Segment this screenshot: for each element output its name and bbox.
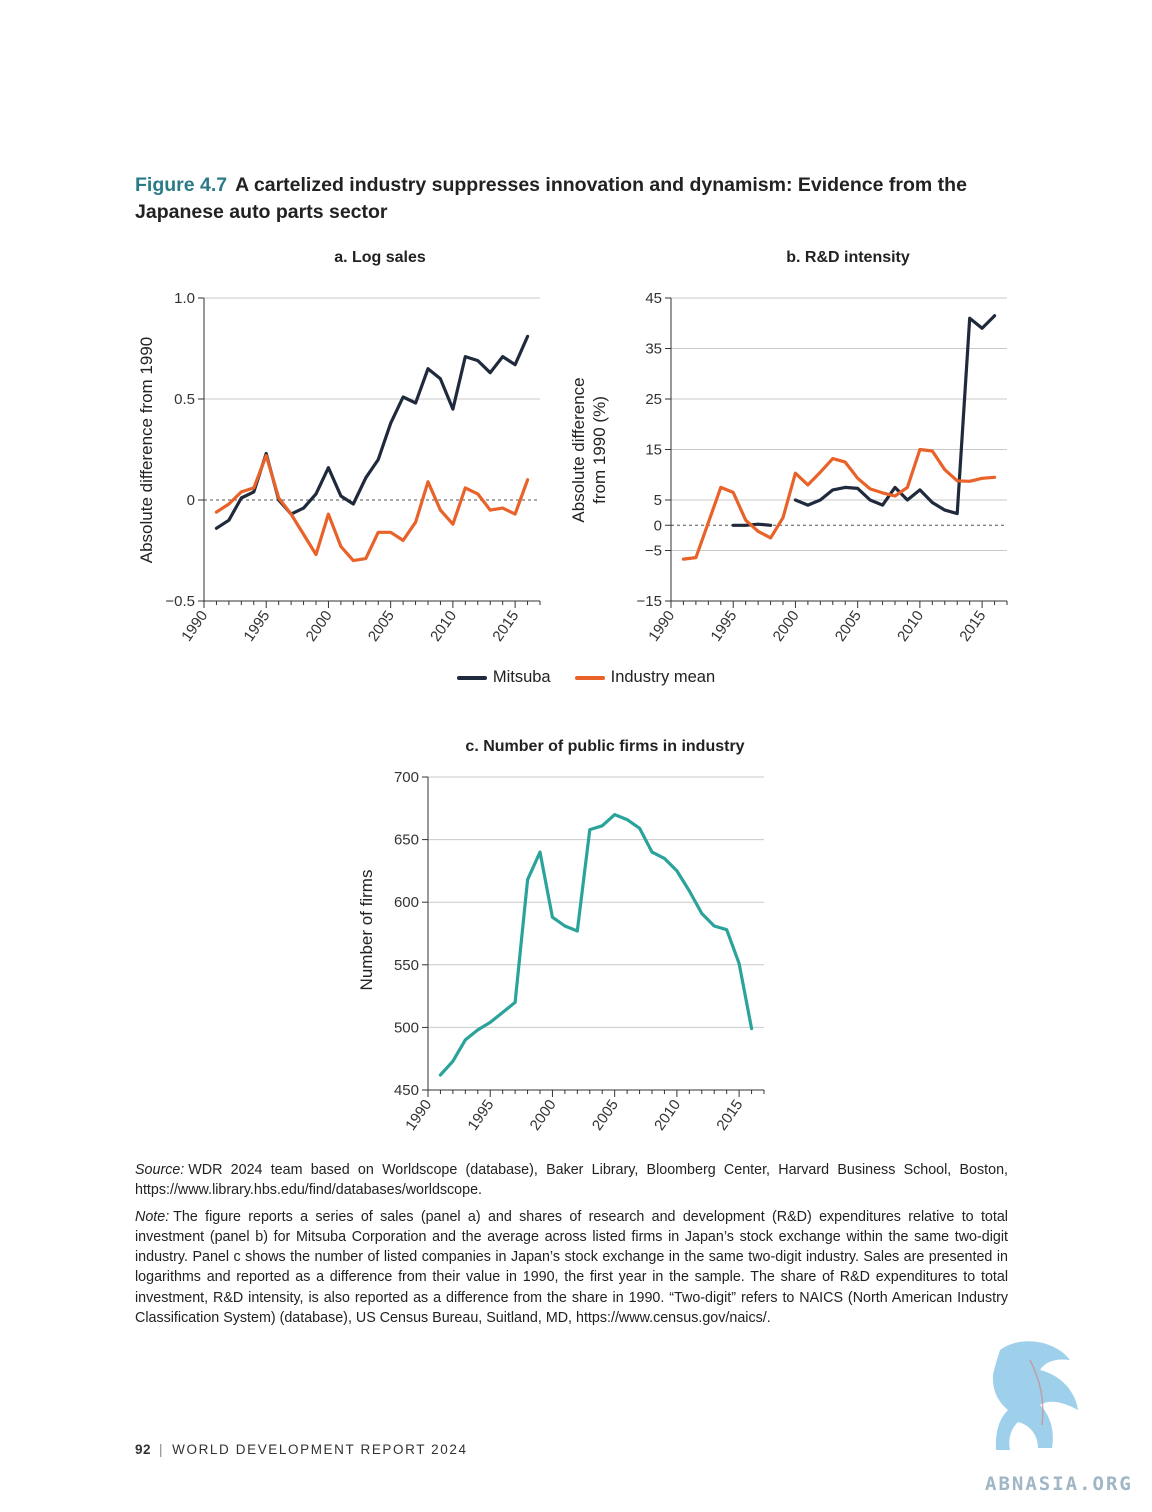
y-tick-label: 0 [654, 517, 662, 534]
y-tick-label: 15 [645, 442, 662, 459]
x-tick-label: 2015 [489, 608, 522, 645]
legend-item-industry-mean: Industry mean [574, 668, 716, 687]
y-axis-label: Absolute difference from 1990 [137, 337, 156, 564]
legend-swatch-mitsuba [456, 675, 487, 680]
y-tick-label: 25 [645, 391, 662, 408]
page-footer: 92 | WORLD DEVELOPMENT REPORT 2024 [135, 1442, 468, 1457]
figure-title-text: A cartelized industry suppresses innovat… [135, 174, 967, 223]
y-axis-label: Absolute difference from 1990 (%) [569, 377, 609, 522]
x-tick-label: 1995 [707, 608, 740, 645]
legend-item-mitsuba: Mitsuba [456, 668, 551, 687]
x-tick-label: 1990 [402, 1097, 435, 1134]
series-line-industry-mean [681, 447, 997, 561]
publication-name: WORLD DEVELOPMENT REPORT 2024 [172, 1442, 468, 1457]
series-line-mitsuba [793, 314, 997, 516]
series-line-series [438, 813, 754, 1077]
x-tick-label: 2000 [770, 608, 803, 645]
y-axis-label-line: from 1990 (%) [590, 396, 609, 504]
y-tick-label: −15 [637, 593, 662, 610]
chart-title: c. Number of public firms in industry [465, 738, 744, 755]
x-tick-label: 1990 [645, 608, 678, 645]
x-tick-label: 2005 [365, 608, 398, 645]
y-tick-label: −0.5 [165, 593, 195, 610]
y-tick-label: 500 [394, 1019, 419, 1036]
chart-title: a. Log sales [334, 249, 426, 266]
note-text: The figure reports a series of sales (pa… [135, 1208, 1008, 1327]
legend-swatch-industry-mean [574, 675, 605, 680]
y-tick-label: 550 [394, 957, 419, 974]
source-text: WDR 2024 team based on Worldscope (datab… [135, 1162, 1008, 1199]
y-tick-label: 650 [394, 832, 419, 849]
y-tick-label: 600 [394, 894, 419, 911]
figure-title: Figure 4.7 A cartelized industry suppress… [135, 172, 1015, 226]
y-tick-label: 45 [645, 290, 662, 307]
chart-legend: Mitsuba Industry mean [10, 668, 1152, 687]
x-tick-label: 1995 [464, 1097, 497, 1134]
chart-panel-public-firms: c. Number of public firms in industry 700… [357, 738, 765, 1134]
figure-notes: Source: WDR 2024 team based on Worldscope… [135, 1160, 1008, 1334]
note-paragraph: Note: The figure reports a series of sale… [135, 1207, 1008, 1329]
x-tick-label: 2010 [894, 608, 927, 645]
x-tick-label: 2000 [527, 1097, 560, 1134]
source-note: Source: WDR 2024 team based on Worldscope… [135, 1160, 1008, 1201]
x-tick-label: 2000 [303, 608, 336, 645]
watermark-text: ABNASIA.ORG [985, 1473, 1133, 1495]
x-tick-label: 2015 [956, 608, 989, 645]
source-label: Source: [135, 1162, 185, 1178]
series-line-industry-mean [214, 454, 530, 563]
y-tick-label: 0 [187, 492, 195, 509]
legend-label-mitsuba: Mitsuba [492, 668, 551, 686]
page-number: 92 [135, 1442, 152, 1457]
figure-number: Figure 4.7 [135, 174, 228, 196]
y-tick-label: 450 [394, 1082, 419, 1099]
note-label: Note: [135, 1208, 170, 1225]
y-tick-label: 5 [654, 492, 662, 509]
y-axis-label: Number of firms [357, 870, 376, 991]
chart-title: b. R&D intensity [786, 249, 910, 266]
x-tick-label: 2010 [651, 1097, 684, 1134]
x-tick-label: 2005 [589, 1097, 622, 1134]
griffin-logo-icon [992, 1341, 1078, 1450]
x-tick-label: 2010 [427, 608, 460, 645]
footer-separator: | [159, 1442, 165, 1457]
y-tick-label: 1.0 [174, 290, 195, 307]
y-tick-label: −5 [645, 543, 662, 560]
legend-label-industry-mean: Industry mean [610, 668, 716, 686]
x-tick-label: 2015 [713, 1097, 746, 1134]
y-tick-label: 0.5 [174, 391, 195, 408]
y-tick-label: 700 [394, 769, 419, 786]
x-tick-label: 1995 [240, 608, 273, 645]
y-tick-label: 35 [645, 341, 662, 358]
y-axis-label-line: Absolute difference [569, 377, 588, 522]
x-tick-label: 2005 [832, 608, 865, 645]
x-tick-label: 1990 [178, 608, 211, 645]
